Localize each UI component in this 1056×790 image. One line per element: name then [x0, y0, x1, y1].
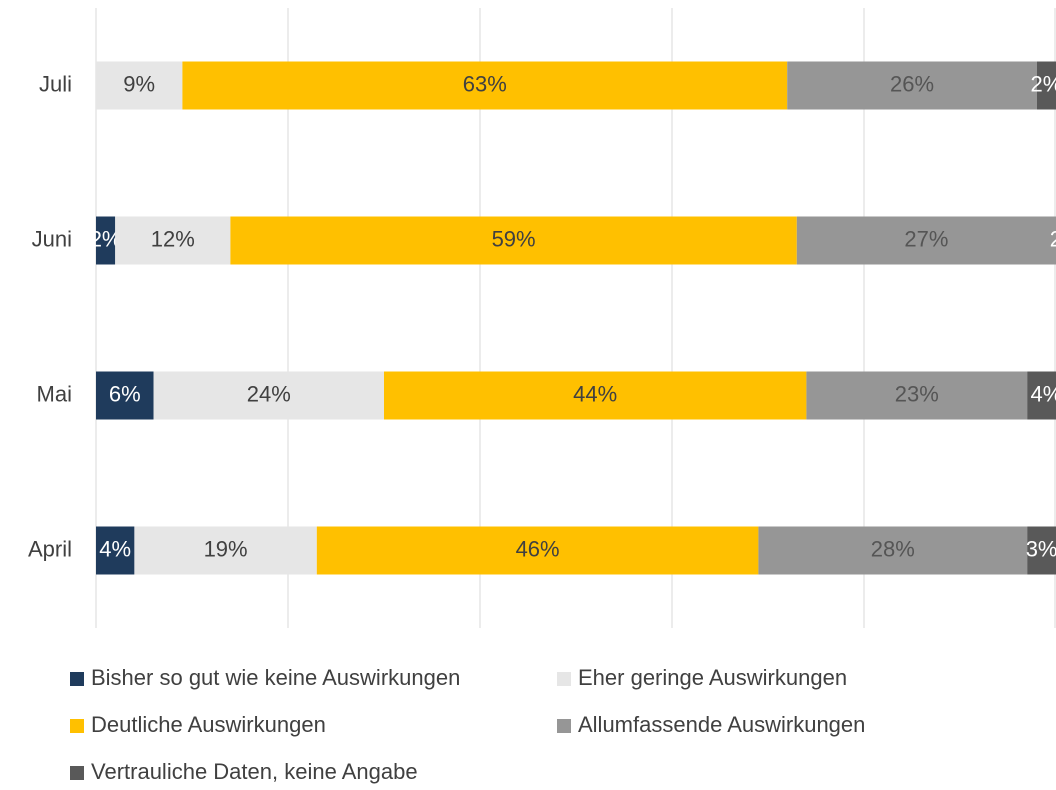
bar-segment [384, 371, 807, 420]
data-label: 12% [151, 226, 195, 251]
y-tick-label: Juni [32, 226, 72, 251]
y-tick-label: Juli [39, 71, 72, 96]
bar-segment [796, 216, 1056, 265]
y-tick-label: Mai [37, 381, 72, 406]
bar-segment [96, 216, 116, 265]
data-label: 6% [109, 381, 141, 406]
data-label: 24% [247, 381, 291, 406]
legend-swatch [70, 766, 84, 780]
bar-segment [806, 371, 1028, 420]
bar-segment [1036, 61, 1056, 110]
data-label: 19% [204, 536, 248, 561]
data-label: 26% [890, 71, 934, 96]
data-label: 27% [904, 226, 948, 251]
bar-segment [316, 526, 759, 575]
data-label: 63% [463, 71, 507, 96]
data-label: 2% [1031, 71, 1056, 96]
bar-segment [230, 216, 797, 265]
bar-segment [96, 526, 135, 575]
data-label: 2% [1050, 226, 1056, 251]
y-tick-label: April [28, 536, 72, 561]
bar-segment [96, 61, 183, 110]
data-label: 4% [99, 536, 131, 561]
data-label: 59% [492, 226, 536, 251]
bar-segment [1027, 526, 1056, 575]
data-label: 9% [123, 71, 155, 96]
legend-label: Vertrauliche Daten, keine Angabe [91, 759, 418, 784]
bar-segment [182, 61, 788, 110]
bar-segment [787, 61, 1037, 110]
data-label: 28% [871, 536, 915, 561]
bar-segment [1027, 371, 1056, 420]
legend-label: Deutliche Auswirkungen [91, 712, 326, 737]
bar-segment [96, 371, 154, 420]
bar-segment [115, 216, 231, 265]
legend-swatch [557, 719, 571, 733]
legend-swatch [557, 672, 571, 686]
data-label: 46% [516, 536, 560, 561]
bar-segment [758, 526, 1028, 575]
legend-label: Bisher so gut wie keine Auswirkungen [91, 665, 460, 690]
legend-swatch [70, 672, 84, 686]
legend-label: Eher geringe Auswirkungen [578, 665, 847, 690]
data-label: 3% [1026, 536, 1056, 561]
legend-swatch [70, 719, 84, 733]
data-label: 4% [1031, 381, 1056, 406]
data-label: 44% [573, 381, 617, 406]
bar-segment [153, 371, 384, 420]
data-label: 23% [895, 381, 939, 406]
legend-label: Allumfassende Auswirkungen [578, 712, 865, 737]
bar-segment [134, 526, 317, 575]
